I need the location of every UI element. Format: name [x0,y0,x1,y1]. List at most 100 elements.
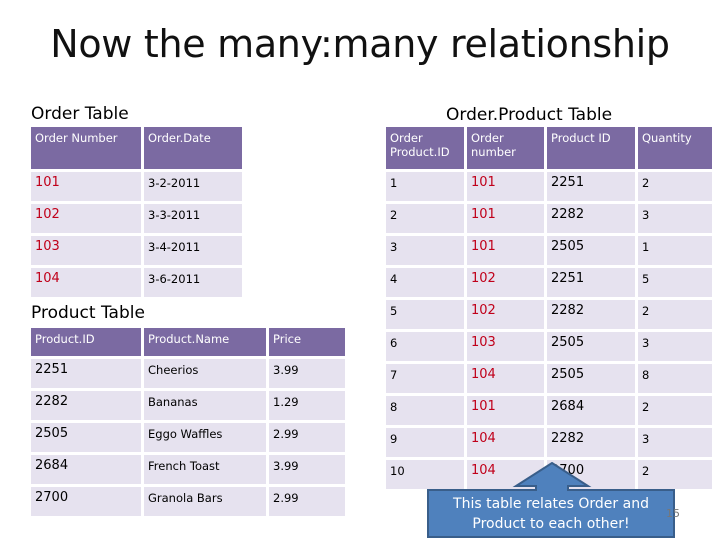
page-number: 15 [666,507,680,520]
order-number-cell: 101 [467,396,544,425]
product-table-header-cell: Price [269,328,345,356]
order-product-id-cell: 3 [386,236,464,265]
product-table: Product.ID Product.Name Price 2251 Cheer… [28,325,348,519]
product-id-cell: 2700 [31,487,141,516]
order-date-cell: 3-6-2011 [144,268,242,297]
product-id-cell: 2282 [547,300,635,329]
product-table-header-cell: Product.Name [144,328,266,356]
order-product-table-header-cell: Order number [467,127,544,169]
order-table-header-row: Order Number Order.Date [31,127,242,169]
product-id-cell: 2282 [547,428,635,457]
order-number-cell: 101 [467,236,544,265]
quantity-cell: 8 [638,364,712,393]
product-table-caption: Product Table [31,303,145,323]
table-row: 2 101 2282 3 [386,204,712,233]
table-row: 2251 Cheerios 3.99 [31,359,345,388]
quantity-cell: 2 [638,300,712,329]
product-name-cell: Granola Bars [144,487,266,516]
order-number-cell: 101 [467,172,544,201]
order-table-header-cell: Order Number [31,127,141,169]
table-row: 2505 Eggo Waffles 2.99 [31,423,345,452]
order-number-cell: 103 [31,236,141,265]
up-arrow-callout-shape [427,462,675,538]
product-id-cell: 2684 [547,396,635,425]
order-product-table-header-cell: Order Product.ID [386,127,464,169]
table-row: 102 3-3-2011 [31,204,242,233]
quantity-cell: 2 [638,396,712,425]
table-row: 2684 French Toast 3.99 [31,455,345,484]
product-id-cell: 2505 [547,236,635,265]
order-product-id-cell: 7 [386,364,464,393]
order-product-id-cell: 5 [386,300,464,329]
product-price-cell: 2.99 [269,487,345,516]
quantity-cell: 5 [638,268,712,297]
table-row: 9 104 2282 3 [386,428,712,457]
order-product-id-cell: 9 [386,428,464,457]
order-product-id-cell: 6 [386,332,464,361]
order-number-cell: 103 [467,332,544,361]
order-product-table-header-cell: Quantity [638,127,712,169]
order-number-cell: 102 [31,204,141,233]
callout-arrow: This table relates Order and Product to … [426,462,676,538]
order-product-table-caption: Order.Product Table [446,105,613,125]
order-number-cell: 102 [467,268,544,297]
order-product-id-cell: 1 [386,172,464,201]
product-price-cell: 3.99 [269,455,345,484]
product-name-cell: Bananas [144,391,266,420]
order-product-id-cell: 10 [386,460,464,489]
order-number-cell: 101 [467,204,544,233]
product-id-cell: 2282 [547,204,635,233]
order-number-cell: 101 [31,172,141,201]
order-product-id-cell: 8 [386,396,464,425]
quantity-cell: 3 [638,332,712,361]
table-row: 8 101 2684 2 [386,396,712,425]
order-product-table-header-cell: Product ID [547,127,635,169]
product-table-header-cell: Product.ID [31,328,141,356]
product-table-header-row: Product.ID Product.Name Price [31,328,345,356]
order-number-cell: 104 [467,364,544,393]
table-row: 6 103 2505 3 [386,332,712,361]
order-product-id-cell: 4 [386,268,464,297]
product-price-cell: 2.99 [269,423,345,452]
order-date-cell: 3-2-2011 [144,172,242,201]
table-row: 3 101 2505 1 [386,236,712,265]
product-id-cell: 2251 [547,172,635,201]
quantity-cell: 2 [638,172,712,201]
product-id-cell: 2505 [547,364,635,393]
order-number-cell: 104 [467,428,544,457]
table-row: 7 104 2505 8 [386,364,712,393]
order-product-table: Order Product.ID Order number Product ID… [383,124,715,492]
slide-title: Now the many:many relationship [50,22,670,66]
product-id-cell: 2684 [31,455,141,484]
table-row: 101 3-2-2011 [31,172,242,201]
order-date-cell: 3-4-2011 [144,236,242,265]
product-price-cell: 3.99 [269,359,345,388]
quantity-cell: 1 [638,236,712,265]
order-table-caption: Order Table [31,104,129,124]
order-number-cell: 102 [467,300,544,329]
product-id-cell: 2282 [31,391,141,420]
product-name-cell: Cheerios [144,359,266,388]
table-row: 5 102 2282 2 [386,300,712,329]
table-row: 2282 Bananas 1.29 [31,391,345,420]
product-id-cell: 2251 [31,359,141,388]
callout-text: This table relates Order and Product to … [453,496,649,532]
order-date-cell: 3-3-2011 [144,204,242,233]
quantity-cell: 3 [638,428,712,457]
table-row: 104 3-6-2011 [31,268,242,297]
product-id-cell: 2505 [31,423,141,452]
quantity-cell: 2 [638,460,712,489]
product-price-cell: 1.29 [269,391,345,420]
product-name-cell: French Toast [144,455,266,484]
product-id-cell: 2251 [547,268,635,297]
table-row: 103 3-4-2011 [31,236,242,265]
order-table-header-cell: Order.Date [144,127,242,169]
product-name-cell: Eggo Waffles [144,423,266,452]
order-product-id-cell: 2 [386,204,464,233]
order-number-cell: 104 [31,268,141,297]
order-product-table-header-row: Order Product.ID Order number Product ID… [386,127,712,169]
table-row: 2700 Granola Bars 2.99 [31,487,345,516]
table-row: 1 101 2251 2 [386,172,712,201]
table-row: 4 102 2251 5 [386,268,712,297]
order-table: Order Number Order.Date 101 3-2-2011 102… [28,124,245,300]
